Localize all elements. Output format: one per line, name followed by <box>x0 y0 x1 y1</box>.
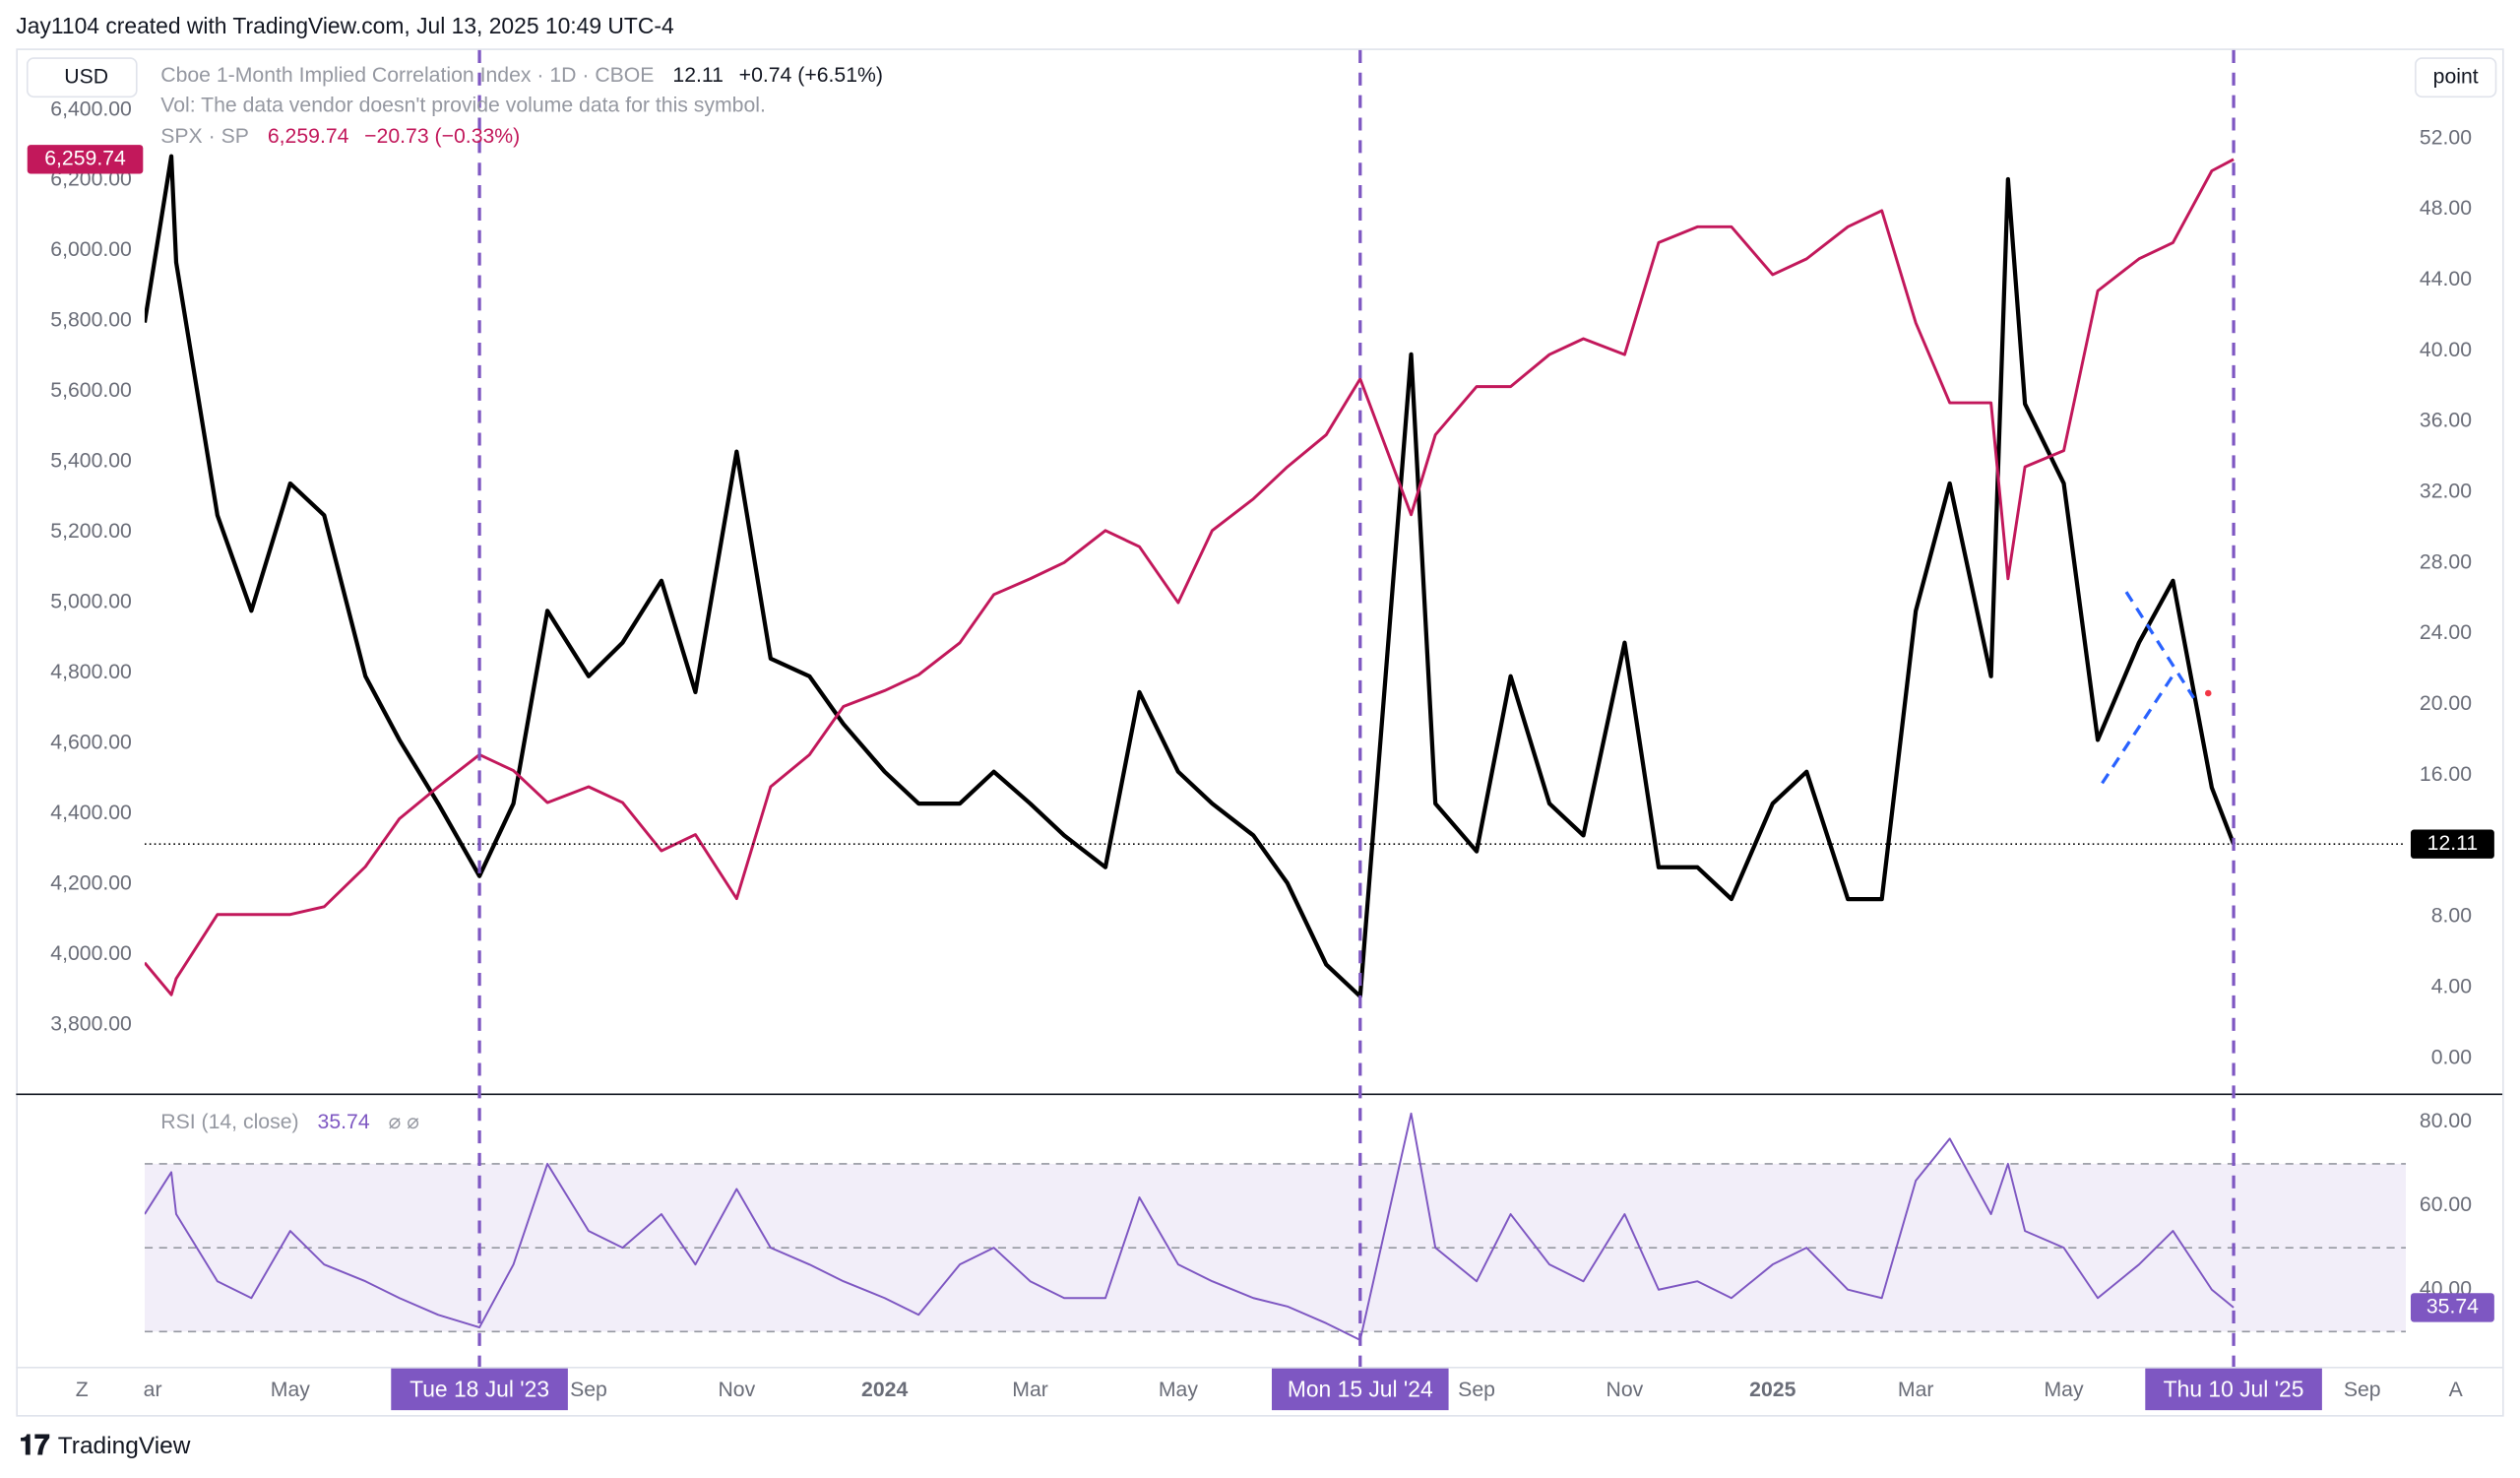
right-tick-label: 48.00 <box>2420 197 2472 220</box>
labels: 3,800.00 4,000.00 4,200.00 4,400.00 4,600.00… <box>27 49 2494 1411</box>
right-tick-label: 44.00 <box>2420 268 2472 290</box>
left-tick-label: 4,400.00 <box>50 802 132 824</box>
left-tick-label: 6,000.00 <box>50 238 132 261</box>
legend-name: Cboe 1-Month Implied Correlation Index ·… <box>160 64 654 87</box>
left-tick-label: 5,600.00 <box>50 379 132 402</box>
logo-text: TradingView <box>58 1433 191 1459</box>
header: Jay1104 created with TradingView.com, Ju… <box>16 13 674 38</box>
left-tick-label: 4,000.00 <box>50 942 132 965</box>
right-tick-label: 24.00 <box>2420 621 2472 644</box>
x-tick-label: Mar <box>1012 1379 1048 1401</box>
series-line <box>144 158 2235 996</box>
legend-change: −20.73 (−0.33%) <box>364 125 520 148</box>
zoom-button[interactable]: Z <box>76 1379 89 1401</box>
left-tick-label: 6,200.00 <box>50 168 132 191</box>
date-marker-tag <box>1271 1368 1449 1411</box>
legend-value: 6,259.74 <box>268 125 349 148</box>
rsi-tick-label: 80.00 <box>2420 1110 2472 1132</box>
right-tick-label: 20.00 <box>2420 692 2472 715</box>
rsi-tick-label: 60.00 <box>2420 1193 2472 1216</box>
right-tick-label: 0.00 <box>2431 1046 2472 1068</box>
date-marker-label: Tue 18 Jul '23 <box>410 1377 549 1402</box>
x-tick-label: May <box>1159 1379 1198 1401</box>
price-tag <box>2410 829 2494 859</box>
x-tick-label: Sep <box>2344 1379 2381 1401</box>
rsi-icons: ⌀ ⌀ <box>389 1110 419 1132</box>
legend-index: Cboe 1-Month Implied Correlation Index ·… <box>160 64 883 87</box>
rsi-title: RSI (14, close) <box>160 1110 298 1132</box>
left-tick-label: 5,200.00 <box>50 520 132 543</box>
right-tick-label: 52.00 <box>2420 126 2472 149</box>
left-tick-label: 3,800.00 <box>50 1013 132 1036</box>
volume-note: Vol: The data vendor doesn't provide vol… <box>160 95 766 117</box>
x-tick-label: 2024 <box>861 1379 908 1401</box>
x-tick-label: Mar <box>1898 1379 1934 1401</box>
x-tick-label: Nov <box>718 1379 755 1401</box>
series-line <box>144 1112 2235 1341</box>
left-unit[interactable]: USD <box>64 65 108 88</box>
unit-button[interactable] <box>26 57 138 98</box>
rsi-pane <box>144 1112 2407 1341</box>
legend-name: SPX · SP <box>160 125 249 148</box>
price-tag-label: 6,259.74 <box>44 147 126 169</box>
logo-mark: 𝟏𝟕 <box>20 1430 50 1460</box>
date-marker-label: Thu 10 Jul '25 <box>2164 1377 2304 1402</box>
rsi-tag-label: 35.74 <box>2426 1295 2479 1317</box>
left-tick-label: 6,400.00 <box>50 97 132 120</box>
right-tick-label: 28.00 <box>2420 550 2472 573</box>
rsi-tag <box>2410 1293 2494 1322</box>
legend-change: +0.74 (+6.51%) <box>739 64 883 87</box>
right-tick-label: 32.00 <box>2420 481 2472 503</box>
x-tick-label: Sep <box>1458 1379 1495 1401</box>
x-tick-label: May <box>2045 1379 2084 1401</box>
series-line <box>144 154 2236 998</box>
right-unit[interactable]: point <box>2433 65 2479 88</box>
drawing <box>2101 591 2195 785</box>
unit-button[interactable] <box>2415 57 2497 98</box>
left-tick-label: 5,800.00 <box>50 309 132 332</box>
price-tag <box>27 145 144 174</box>
right-tick-label: 40.00 <box>2420 339 2472 361</box>
left-tick-label: 4,600.00 <box>50 732 132 754</box>
right-tick-label: 8.00 <box>2431 905 2472 928</box>
frame <box>16 48 2504 1417</box>
date-marker-tag <box>391 1368 568 1411</box>
x-tick-label: ar <box>144 1379 162 1401</box>
rsi-legend: RSI (14, close) 35.74 ⌀ ⌀ <box>160 1110 419 1132</box>
x-tick-label: Nov <box>1606 1379 1644 1401</box>
drawing-dot <box>2205 689 2212 697</box>
right-tick-label: 4.00 <box>2431 976 2472 998</box>
legend-value: 12.11 <box>672 64 724 87</box>
date-marker-label: Mon 15 Jul '24 <box>1288 1377 1433 1402</box>
logo: 𝟏𝟕 TradingView <box>20 1430 191 1460</box>
left-tick-label: 5,400.00 <box>50 450 132 473</box>
right-tick-label: 16.00 <box>2420 763 2472 786</box>
x-tick-label: May <box>271 1379 310 1401</box>
legend-spx: SPX · SP 6,259.74 −20.73 (−0.33%) <box>160 125 520 148</box>
left-tick-label: 4,800.00 <box>50 661 132 683</box>
price-pane <box>144 154 2407 998</box>
right-tick-label: 36.00 <box>2420 410 2472 432</box>
x-tick-label: Sep <box>570 1379 607 1401</box>
date-marker-tag <box>2145 1368 2322 1411</box>
x-tick-label: 2025 <box>1749 1379 1796 1401</box>
left-tick-label: 5,000.00 <box>50 591 132 613</box>
left-tick-label: 4,200.00 <box>50 872 132 895</box>
price-tag-label: 12.11 <box>2427 832 2479 855</box>
rsi-value: 35.74 <box>318 1110 370 1132</box>
auto-button[interactable]: A <box>2449 1379 2464 1401</box>
